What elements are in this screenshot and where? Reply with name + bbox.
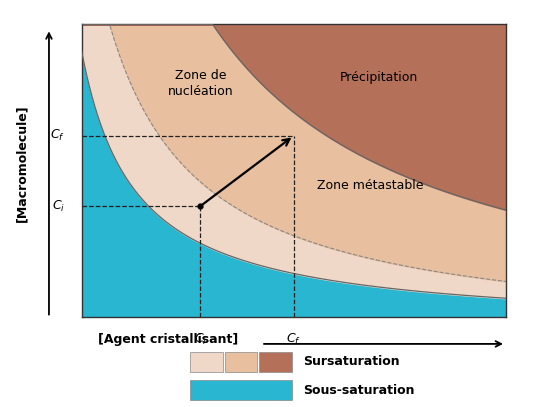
Text: [Agent cristallisant]: [Agent cristallisant] [98,333,238,346]
FancyBboxPatch shape [259,352,292,372]
Text: Zone de
nucléation: Zone de nucléation [168,68,233,98]
Text: Zone métastable: Zone métastable [317,179,423,192]
Text: Sursaturation: Sursaturation [303,355,400,368]
FancyBboxPatch shape [225,352,257,372]
Text: $C_f$: $C_f$ [50,128,65,143]
Text: Précipitation: Précipitation [339,71,418,84]
Text: $C_i$: $C_i$ [52,199,65,214]
FancyBboxPatch shape [190,380,292,400]
FancyBboxPatch shape [190,352,223,372]
Text: $C_i$: $C_i$ [194,332,207,347]
Text: Sous-saturation: Sous-saturation [303,384,415,396]
Text: [Macromolecule]: [Macromolecule] [15,104,28,222]
Text: $C_f$: $C_f$ [286,332,301,347]
